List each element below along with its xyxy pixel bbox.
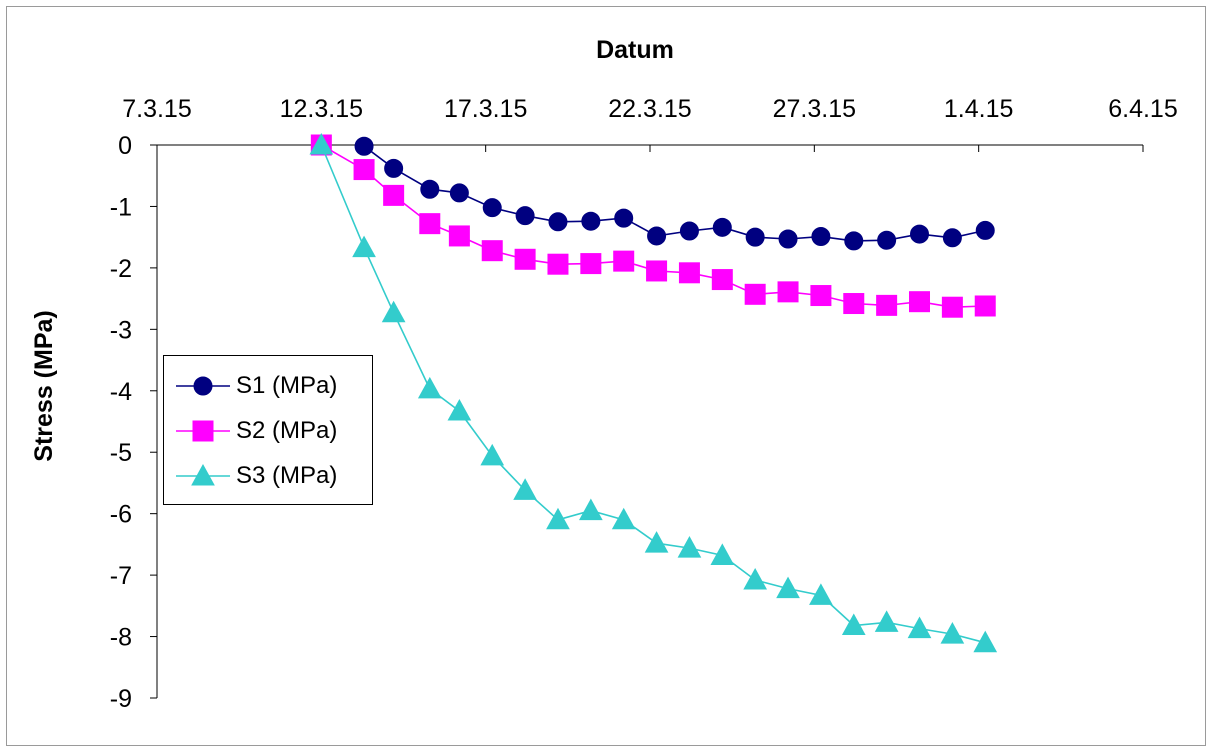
data-point-s3 bbox=[611, 507, 636, 530]
legend-label-s1: S1 (MPa) bbox=[236, 372, 338, 399]
legend-marker-s3 bbox=[176, 463, 230, 486]
data-point-s2 bbox=[613, 250, 635, 272]
data-point-s2 bbox=[448, 225, 470, 247]
data-point-s2 bbox=[810, 285, 832, 307]
legend-label-s2: S2 (MPa) bbox=[236, 417, 338, 444]
y-tick-label: -9 bbox=[110, 685, 132, 713]
legend: S1 (MPa) S2 (MPa) S3 (MPa) bbox=[163, 355, 373, 505]
data-point-s1 bbox=[910, 224, 930, 244]
legend-item-s2: S2 (MPa) bbox=[174, 416, 369, 446]
y-tick-label: -3 bbox=[110, 316, 132, 344]
data-point-s2 bbox=[580, 253, 602, 275]
data-point-s1 bbox=[811, 227, 831, 247]
x-tick-label: 6.4.15 bbox=[1108, 95, 1178, 123]
x-axis-title: Datum bbox=[596, 36, 674, 64]
data-point-s2 bbox=[711, 269, 733, 291]
data-point-s1 bbox=[778, 229, 798, 249]
data-point-s1 bbox=[384, 158, 404, 178]
data-point-s1 bbox=[679, 221, 699, 241]
data-point-s3 bbox=[447, 399, 472, 421]
legend-marker bbox=[191, 463, 215, 486]
data-point-s1 bbox=[449, 183, 469, 203]
x-tick-label: 7.3.15 bbox=[122, 95, 192, 123]
legend-marker-s2 bbox=[176, 420, 230, 442]
data-point-s1 bbox=[844, 231, 864, 251]
data-point-s3 bbox=[513, 478, 537, 500]
data-point-s2 bbox=[843, 293, 865, 315]
data-point-s3 bbox=[309, 132, 334, 155]
data-point-s3 bbox=[578, 498, 603, 521]
data-point-s1 bbox=[877, 230, 897, 250]
data-point-s2 bbox=[514, 248, 536, 270]
data-point-s2 bbox=[876, 294, 898, 316]
data-point-s1 bbox=[354, 136, 374, 156]
series-3 bbox=[309, 132, 998, 653]
y-tick-label: -5 bbox=[110, 439, 132, 467]
series-layer bbox=[309, 132, 998, 653]
data-point-s1 bbox=[745, 227, 765, 247]
y-tick-label: -7 bbox=[110, 562, 132, 590]
data-point-s2 bbox=[646, 260, 668, 282]
series-2 bbox=[310, 134, 996, 318]
y-tick-label: 0 bbox=[118, 132, 132, 160]
data-point-s1 bbox=[712, 217, 732, 237]
data-point-s3 bbox=[874, 610, 899, 632]
data-point-s3 bbox=[841, 613, 866, 635]
data-point-s2 bbox=[678, 262, 700, 284]
x-tick-label: 27.3.15 bbox=[773, 95, 856, 123]
y-tick-label: -8 bbox=[110, 624, 132, 652]
data-point-s3 bbox=[644, 531, 669, 553]
data-point-s1 bbox=[975, 220, 995, 240]
data-point-s3 bbox=[940, 622, 965, 644]
data-point-s1 bbox=[647, 226, 667, 246]
data-point-s3 bbox=[907, 616, 932, 639]
y-tick-label: -6 bbox=[110, 501, 132, 529]
x-tick-label: 1.4.15 bbox=[944, 95, 1014, 123]
data-point-s3 bbox=[809, 583, 833, 605]
data-point-s3 bbox=[710, 543, 735, 565]
data-point-s3 bbox=[973, 630, 998, 653]
legend-item-s1: S1 (MPa) bbox=[174, 371, 369, 401]
data-point-s3 bbox=[352, 235, 376, 258]
data-point-s2 bbox=[383, 184, 405, 206]
x-tick-label: 22.3.15 bbox=[608, 95, 691, 123]
data-point-s3 bbox=[417, 376, 442, 399]
data-point-s1 bbox=[581, 211, 601, 231]
data-point-s2 bbox=[777, 281, 799, 303]
data-point-s1 bbox=[614, 208, 634, 228]
tick-labels: 7.3.15 12.3.15 17.3.15 22.3.15 27.3.15 1.4.15… bbox=[110, 95, 1178, 713]
legend-label-s3: S3 (MPa) bbox=[236, 462, 338, 489]
y-axis-title: Stress (MPa) bbox=[30, 310, 58, 461]
data-point-s1 bbox=[515, 206, 535, 226]
data-point-s3 bbox=[381, 300, 406, 323]
data-point-s2 bbox=[941, 296, 963, 318]
data-point-s2 bbox=[547, 253, 569, 275]
y-tick-label: -1 bbox=[110, 193, 132, 221]
x-tick-label: 12.3.15 bbox=[280, 95, 363, 123]
y-tick-label: -4 bbox=[110, 378, 132, 406]
legend-item-s3: S3 (MPa) bbox=[174, 461, 369, 491]
legend-marker-s1 bbox=[176, 376, 230, 396]
data-point-s3 bbox=[776, 576, 800, 599]
data-point-s2 bbox=[909, 291, 931, 313]
y-tick-label: -2 bbox=[110, 255, 132, 283]
data-point-s1 bbox=[548, 212, 568, 232]
data-point-s1 bbox=[942, 228, 962, 248]
data-point-s3 bbox=[677, 536, 702, 558]
data-point-s2 bbox=[353, 159, 375, 181]
data-point-s2 bbox=[744, 283, 766, 305]
data-point-s1 bbox=[482, 198, 502, 218]
series-1 bbox=[354, 136, 995, 251]
legend-marker bbox=[193, 376, 213, 396]
data-point-s2 bbox=[419, 213, 441, 235]
data-point-s1 bbox=[420, 179, 440, 199]
data-point-s3 bbox=[480, 443, 505, 466]
data-point-s3 bbox=[743, 567, 768, 590]
x-tick-label: 17.3.15 bbox=[444, 95, 527, 123]
data-point-s3 bbox=[546, 507, 570, 530]
data-point-s2 bbox=[974, 295, 996, 317]
data-point-s2 bbox=[481, 240, 503, 262]
legend-marker bbox=[192, 420, 214, 442]
